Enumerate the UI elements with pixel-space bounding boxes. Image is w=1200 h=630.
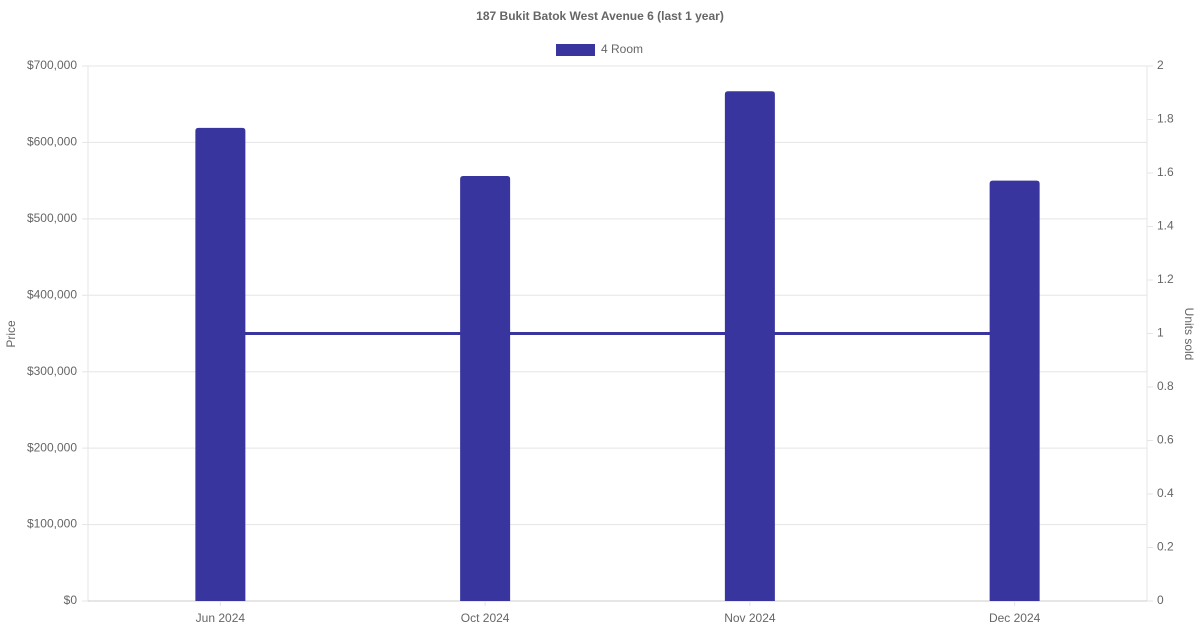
x-tick-label: Nov 2024 [724,611,776,625]
y2-tick-label: 1.4 [1157,219,1174,233]
y2-tick-label: 0.8 [1157,379,1174,393]
y-tick-label: $400,000 [27,287,77,301]
y2-tick-label: 0 [1157,593,1164,607]
y2-tick-label: 0.2 [1157,540,1174,554]
bar [989,180,1040,601]
y2-tick-label: 2 [1157,58,1164,72]
legend-label: 4 Room [601,42,643,56]
y-tick-label: $100,000 [27,517,77,531]
x-tick-label: Oct 2024 [461,611,510,625]
y2-tick-label: 1.6 [1157,165,1174,179]
y-tick-label: $700,000 [27,58,77,72]
y-tick-label: $300,000 [27,364,77,378]
x-tick-label: Jun 2024 [196,611,246,625]
legend-swatch [556,44,595,56]
y-tick-label: $600,000 [27,135,77,149]
y2-tick-label: 1.8 [1157,112,1174,126]
y-axis-title: Price [4,320,18,348]
y2-tick-label: 0.4 [1157,486,1174,500]
y2-tick-label: 1.2 [1157,272,1174,286]
y-tick-label: $200,000 [27,440,77,454]
y-tick-label: $0 [64,593,78,607]
y2-axis-title: Units sold [1182,308,1196,361]
bar [724,91,775,601]
x-tick-label: Dec 2024 [989,611,1041,625]
chart-title: 187 Bukit Batok West Avenue 6 (last 1 ye… [476,9,724,23]
bar [460,176,511,602]
bar [195,127,246,602]
y2-tick-label: 1 [1157,326,1164,340]
y-tick-label: $500,000 [27,211,77,225]
y2-tick-label: 0.6 [1157,433,1174,447]
